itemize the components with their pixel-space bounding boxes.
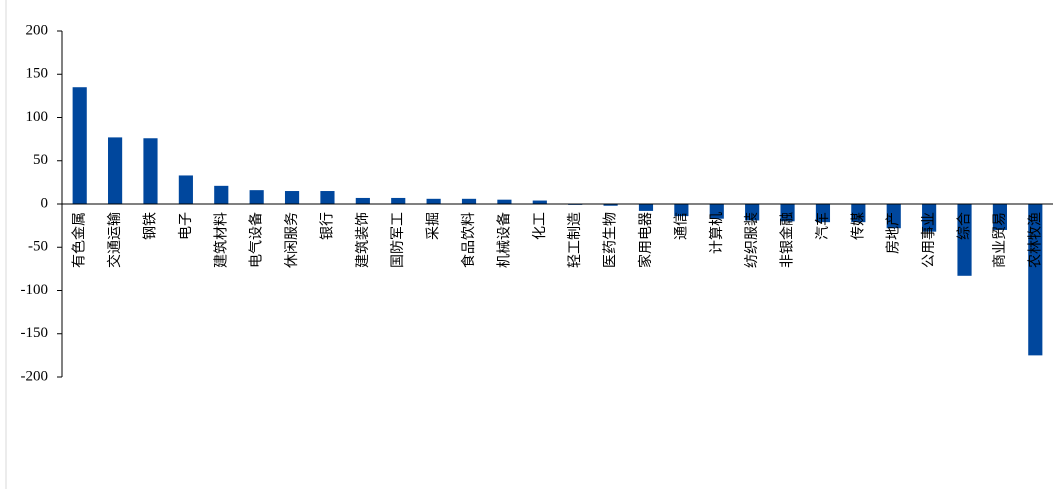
x-tick-label: 采掘 <box>426 212 442 240</box>
y-tick-label: 200 <box>26 22 49 38</box>
x-tick-label: 纺织服装 <box>744 212 760 268</box>
bar <box>532 200 547 204</box>
bar <box>284 191 300 204</box>
x-tick-label: 商业贸易 <box>992 212 1008 268</box>
y-tick-label: -100 <box>21 282 49 298</box>
bar <box>780 204 795 222</box>
x-tick-label: 非银金融 <box>780 212 796 268</box>
y-tick-label: -200 <box>21 368 49 384</box>
x-tick-label: 汽车 <box>814 212 831 240</box>
y-tick-label: -50 <box>28 239 48 255</box>
bar <box>815 204 831 223</box>
bar <box>638 204 654 211</box>
x-tick-label: 传媒 <box>850 212 866 240</box>
x-tick-label: 机械设备 <box>495 212 512 268</box>
bar <box>992 204 1007 230</box>
x-tick-label: 综合 <box>957 212 973 240</box>
x-tick-label: 电气设备 <box>248 212 265 268</box>
x-tick-label: 家用电器 <box>637 212 654 268</box>
bar <box>886 204 901 229</box>
bar <box>674 204 689 217</box>
y-tick-label: 150 <box>26 66 49 82</box>
bar <box>1028 204 1043 356</box>
x-tick-label: 国防军工 <box>390 212 406 268</box>
bar <box>957 204 972 276</box>
x-tick-label: 轻工制造 <box>567 212 583 268</box>
x-tick-label: 医药生物 <box>603 212 619 268</box>
x-tick-label: 化工 <box>532 212 548 240</box>
bar <box>603 204 618 206</box>
bar <box>497 199 512 204</box>
x-tick-label: 银行 <box>319 212 335 240</box>
x-tick-label: 有色金属 <box>71 212 88 268</box>
bar <box>178 175 193 204</box>
bar <box>745 204 760 221</box>
x-tick-label: 建筑材料 <box>213 212 229 268</box>
bar <box>320 191 335 204</box>
y-tick-label: 50 <box>33 152 48 168</box>
x-tick-label: 食品饮料 <box>460 212 477 268</box>
bar <box>391 197 406 204</box>
bar <box>426 198 441 204</box>
y-tick-label: 100 <box>26 109 49 125</box>
x-tick-label: 电子 <box>178 212 194 240</box>
x-tick-label: 钢铁 <box>142 212 158 240</box>
bar <box>922 204 937 232</box>
bar <box>72 87 87 204</box>
bar <box>355 197 370 204</box>
bar <box>709 204 724 219</box>
x-tick-label: 交通运输 <box>106 212 123 268</box>
x-tick-label: 计算机 <box>709 212 725 254</box>
bar <box>461 198 477 204</box>
bar <box>214 185 229 204</box>
x-tick-label: 农林牧渔 <box>1027 212 1043 268</box>
y-tick-label: -150 <box>21 325 49 341</box>
y-tick-label: 0 <box>41 195 49 211</box>
bar <box>108 137 123 204</box>
x-tick-label: 通信 <box>673 212 689 240</box>
x-tick-label: 公用事业 <box>921 212 937 268</box>
x-tick-label: 房地产 <box>886 212 902 254</box>
x-tick-label: 休闲服务 <box>284 212 300 268</box>
x-tick-label: 建筑装饰 <box>355 212 371 268</box>
bar <box>851 204 866 223</box>
bar <box>143 138 158 204</box>
bar <box>249 190 264 204</box>
